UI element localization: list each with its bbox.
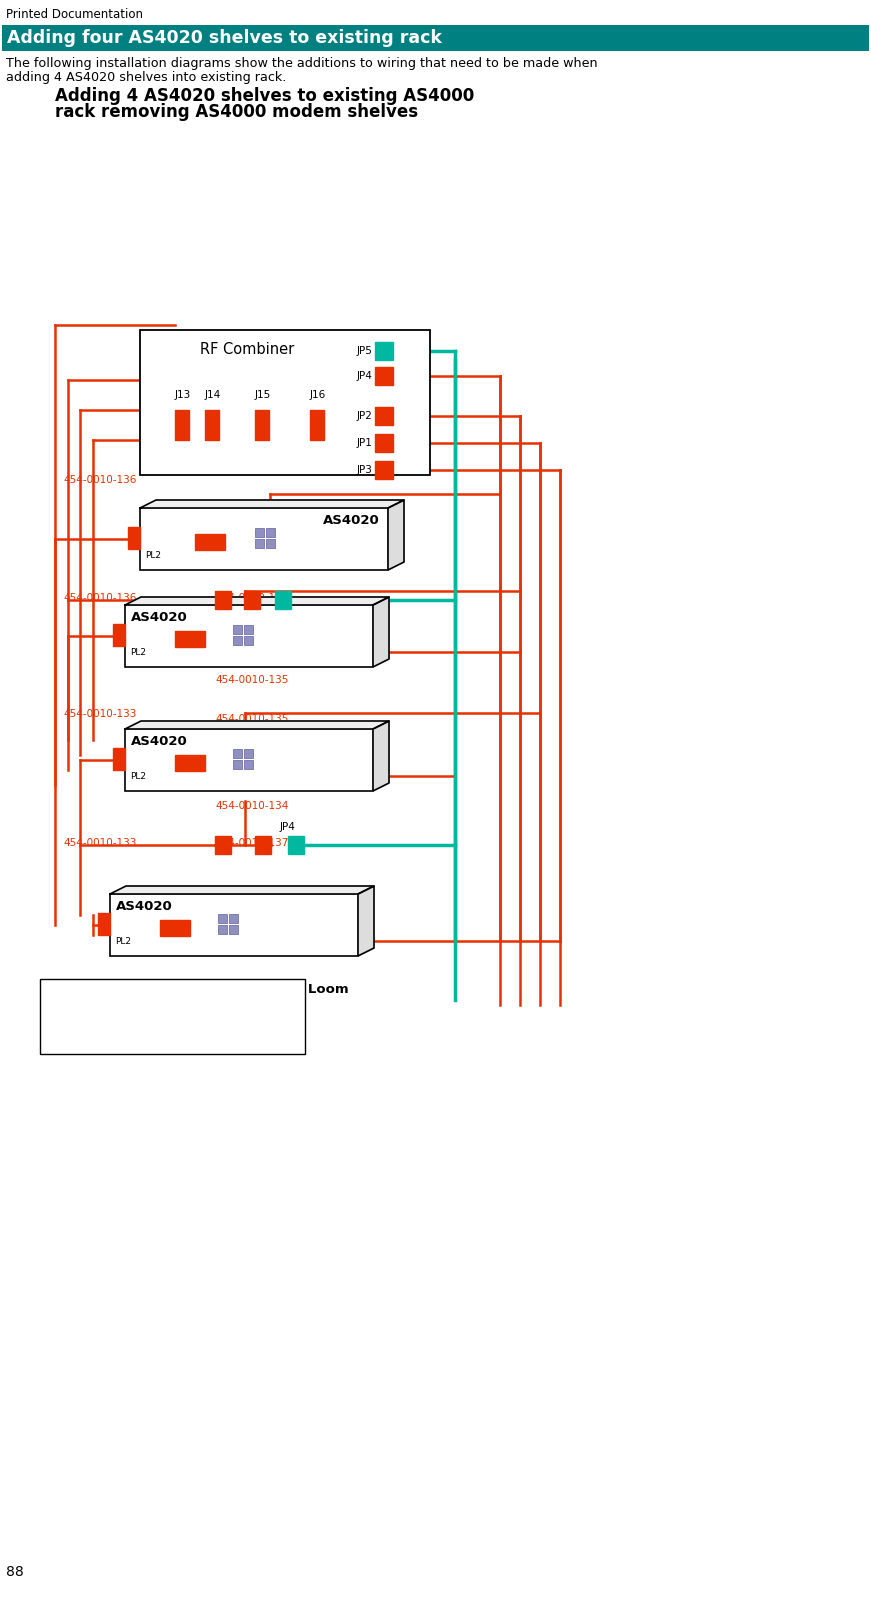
Text: 454-0010-134: 454-0010-134 <box>215 604 288 616</box>
Text: 454-0010-135: 454-0010-135 <box>215 465 288 475</box>
Bar <box>175 409 189 440</box>
Text: 454-0010-134: 454-0010-134 <box>215 510 288 520</box>
Bar <box>375 408 393 425</box>
Bar <box>375 433 393 453</box>
Text: Adding 4 AS4020 shelves to existing AS4000: Adding 4 AS4020 shelves to existing AS40… <box>55 86 474 106</box>
Text: 454-0010-134: 454-0010-134 <box>215 801 288 811</box>
Bar <box>205 409 219 440</box>
Bar <box>375 461 393 480</box>
Text: JP4: JP4 <box>356 371 372 381</box>
Text: 454-0010-135: 454-0010-135 <box>215 715 288 724</box>
Text: New Cables for AS4020: New Cables for AS4020 <box>102 996 276 1009</box>
Bar <box>255 836 271 854</box>
Text: Existing Alarms: Existing Alarms <box>102 1022 219 1036</box>
Bar <box>255 539 264 548</box>
Bar <box>288 836 304 854</box>
Text: 454-0010-136: 454-0010-136 <box>63 593 137 603</box>
Text: J14: J14 <box>205 390 221 400</box>
Bar <box>113 624 125 646</box>
Bar <box>195 534 225 550</box>
Text: 2  and 4 Shelf Loom: 2 and 4 Shelf Loom <box>200 983 348 996</box>
Bar <box>215 836 231 854</box>
Text: JP2: JP2 <box>356 411 372 421</box>
Text: rack removing AS4000 modem shelves: rack removing AS4000 modem shelves <box>55 102 418 122</box>
Text: JP1: JP1 <box>356 438 372 448</box>
Text: 454-0010-133: 454-0010-133 <box>63 708 137 720</box>
Text: The following installation diagrams show the additions to wiring that need to be: The following installation diagrams show… <box>6 58 598 70</box>
Bar <box>98 913 110 935</box>
Bar <box>40 979 305 1054</box>
Text: PL2: PL2 <box>130 648 146 657</box>
Text: AS4020: AS4020 <box>131 736 188 748</box>
Bar <box>160 919 190 935</box>
Text: J13: J13 <box>175 390 192 400</box>
Bar <box>140 329 430 475</box>
Bar <box>244 760 253 769</box>
Bar <box>140 508 388 569</box>
Polygon shape <box>140 500 404 508</box>
Text: JP3: JP3 <box>356 465 372 475</box>
Bar <box>266 539 275 548</box>
Polygon shape <box>125 596 389 604</box>
Bar <box>233 748 242 758</box>
Text: J16: J16 <box>310 390 327 400</box>
Text: J15: J15 <box>255 390 271 400</box>
Bar <box>175 755 205 771</box>
Text: 88: 88 <box>6 1565 24 1578</box>
Text: 454-0010-136: 454-0010-136 <box>63 475 137 484</box>
Bar <box>275 592 291 609</box>
Bar <box>113 748 125 771</box>
Bar <box>233 636 242 644</box>
Bar <box>2 26 869 51</box>
Bar <box>310 409 324 440</box>
Bar <box>266 528 275 537</box>
Bar <box>218 924 227 934</box>
Text: 454-0010-133: 454-0010-133 <box>63 838 137 847</box>
Bar <box>255 409 269 440</box>
Bar <box>244 748 253 758</box>
Polygon shape <box>373 596 389 667</box>
Bar <box>125 604 373 667</box>
Text: PL2: PL2 <box>145 552 161 560</box>
Bar <box>229 915 238 923</box>
Bar <box>255 528 264 537</box>
Bar <box>375 342 393 360</box>
Polygon shape <box>388 500 404 569</box>
Text: PL2: PL2 <box>115 937 131 947</box>
Text: 454-0010-135: 454-0010-135 <box>215 675 288 684</box>
Text: 454-0010-137: 454-0010-137 <box>215 593 288 603</box>
Bar <box>233 625 242 633</box>
Text: AS4020: AS4020 <box>116 900 172 913</box>
Text: 454-0010-137: 454-0010-137 <box>215 838 288 847</box>
Bar <box>125 729 373 792</box>
Bar <box>233 760 242 769</box>
Bar <box>215 592 231 609</box>
Text: PL2: PL2 <box>130 772 146 780</box>
Bar <box>110 894 358 956</box>
Text: RF Combiner: RF Combiner <box>200 342 294 357</box>
Polygon shape <box>358 886 374 956</box>
Text: 454-0010-135: 454-0010-135 <box>215 947 288 956</box>
Bar <box>244 636 253 644</box>
Text: Adding four AS4020 shelves to existing rack: Adding four AS4020 shelves to existing r… <box>7 29 442 46</box>
Text: AS4020: AS4020 <box>323 513 380 528</box>
Polygon shape <box>373 721 389 792</box>
Bar <box>244 625 253 633</box>
Text: Printed Documentation: Printed Documentation <box>6 8 143 21</box>
Bar <box>218 915 227 923</box>
Bar <box>229 924 238 934</box>
Text: adding 4 AS4020 shelves into existing rack.: adding 4 AS4020 shelves into existing ra… <box>6 70 287 85</box>
Polygon shape <box>110 886 374 894</box>
Bar <box>244 592 260 609</box>
Text: AS4020: AS4020 <box>131 611 188 624</box>
Text: JP5: JP5 <box>356 345 372 357</box>
Bar <box>375 368 393 385</box>
Text: JP4: JP4 <box>280 822 296 831</box>
Bar <box>128 528 140 548</box>
Polygon shape <box>125 721 389 729</box>
Bar <box>175 632 205 648</box>
